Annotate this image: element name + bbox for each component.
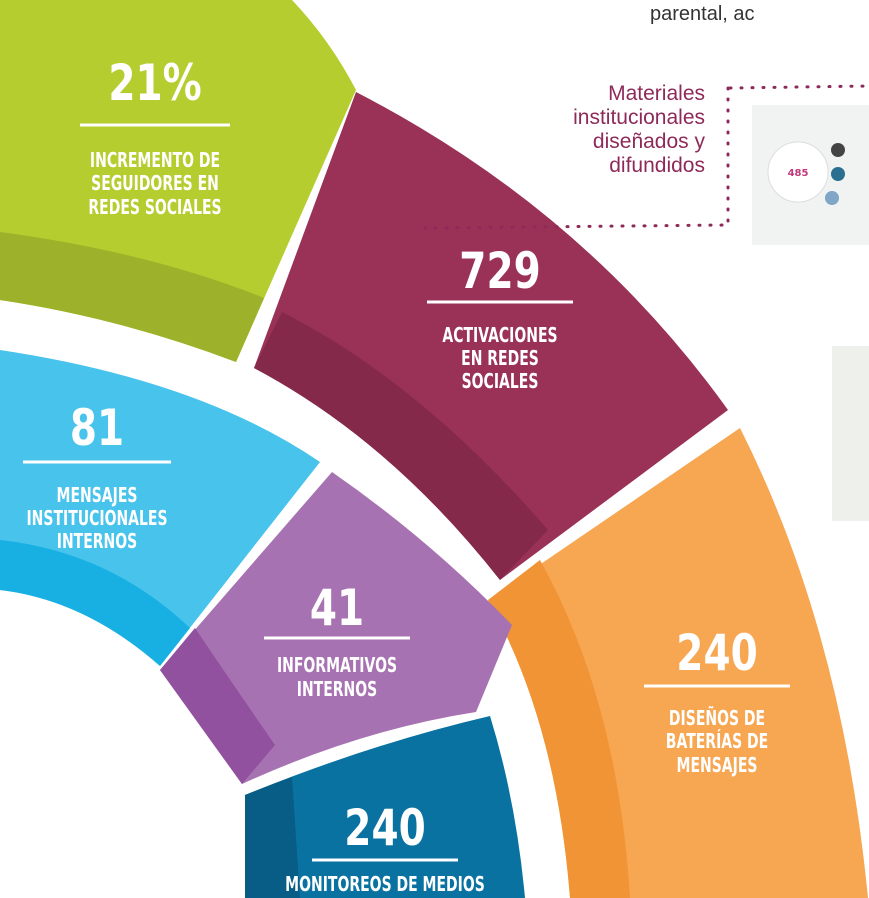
segment-label: INCREMENTO DE	[90, 150, 220, 173]
thumbnail-dot	[831, 143, 845, 157]
segment-label: INSTITUCIONALES	[26, 508, 167, 531]
segment-label: MENSAJES	[57, 485, 138, 508]
segment-label: EN REDES	[461, 348, 539, 371]
segment-label: ACTIVACIONES	[442, 325, 557, 348]
thumbnail-dot	[831, 167, 845, 181]
segment-label: INFORMATIVOS	[277, 655, 397, 678]
header-fragment: parental, ac	[650, 3, 755, 25]
thumbnail-2	[832, 346, 869, 521]
segment-label: DISEÑOS DE	[669, 704, 765, 731]
segment-label: REDES SOCIALES	[88, 197, 221, 220]
callout-text: Materiales	[608, 82, 705, 105]
segment-label: BATERÍAS DE	[666, 728, 768, 753]
thumbnail-number: 485	[788, 168, 809, 179]
segment-label: MONITOREOS DE MEDIOS	[285, 874, 485, 897]
infographic: 485 parental, ac Materialesinstitucional…	[0, 0, 869, 898]
callout-text: difundidos	[609, 154, 705, 177]
segment-label: INTERNOS	[297, 679, 377, 702]
segment-label: SOCIALES	[462, 371, 539, 394]
segment-value: 240	[344, 798, 425, 857]
segment-label: SEGUIDORES EN	[91, 173, 219, 196]
segment-label: INTERNOS	[57, 531, 137, 554]
segment-value: 81	[70, 398, 124, 457]
segment-value: 729	[459, 241, 540, 300]
segment-label: MENSAJES	[677, 755, 758, 778]
callout-text: institucionales	[573, 106, 705, 129]
page: {"header_fragment": "parental, ac", "cal…	[0, 0, 869, 898]
segment-value: 41	[310, 578, 364, 637]
thumbnail-dot	[825, 191, 839, 205]
segment-value: 240	[676, 623, 757, 682]
callout-text: diseñados y	[593, 130, 706, 153]
segment-value: 21%	[108, 53, 201, 112]
